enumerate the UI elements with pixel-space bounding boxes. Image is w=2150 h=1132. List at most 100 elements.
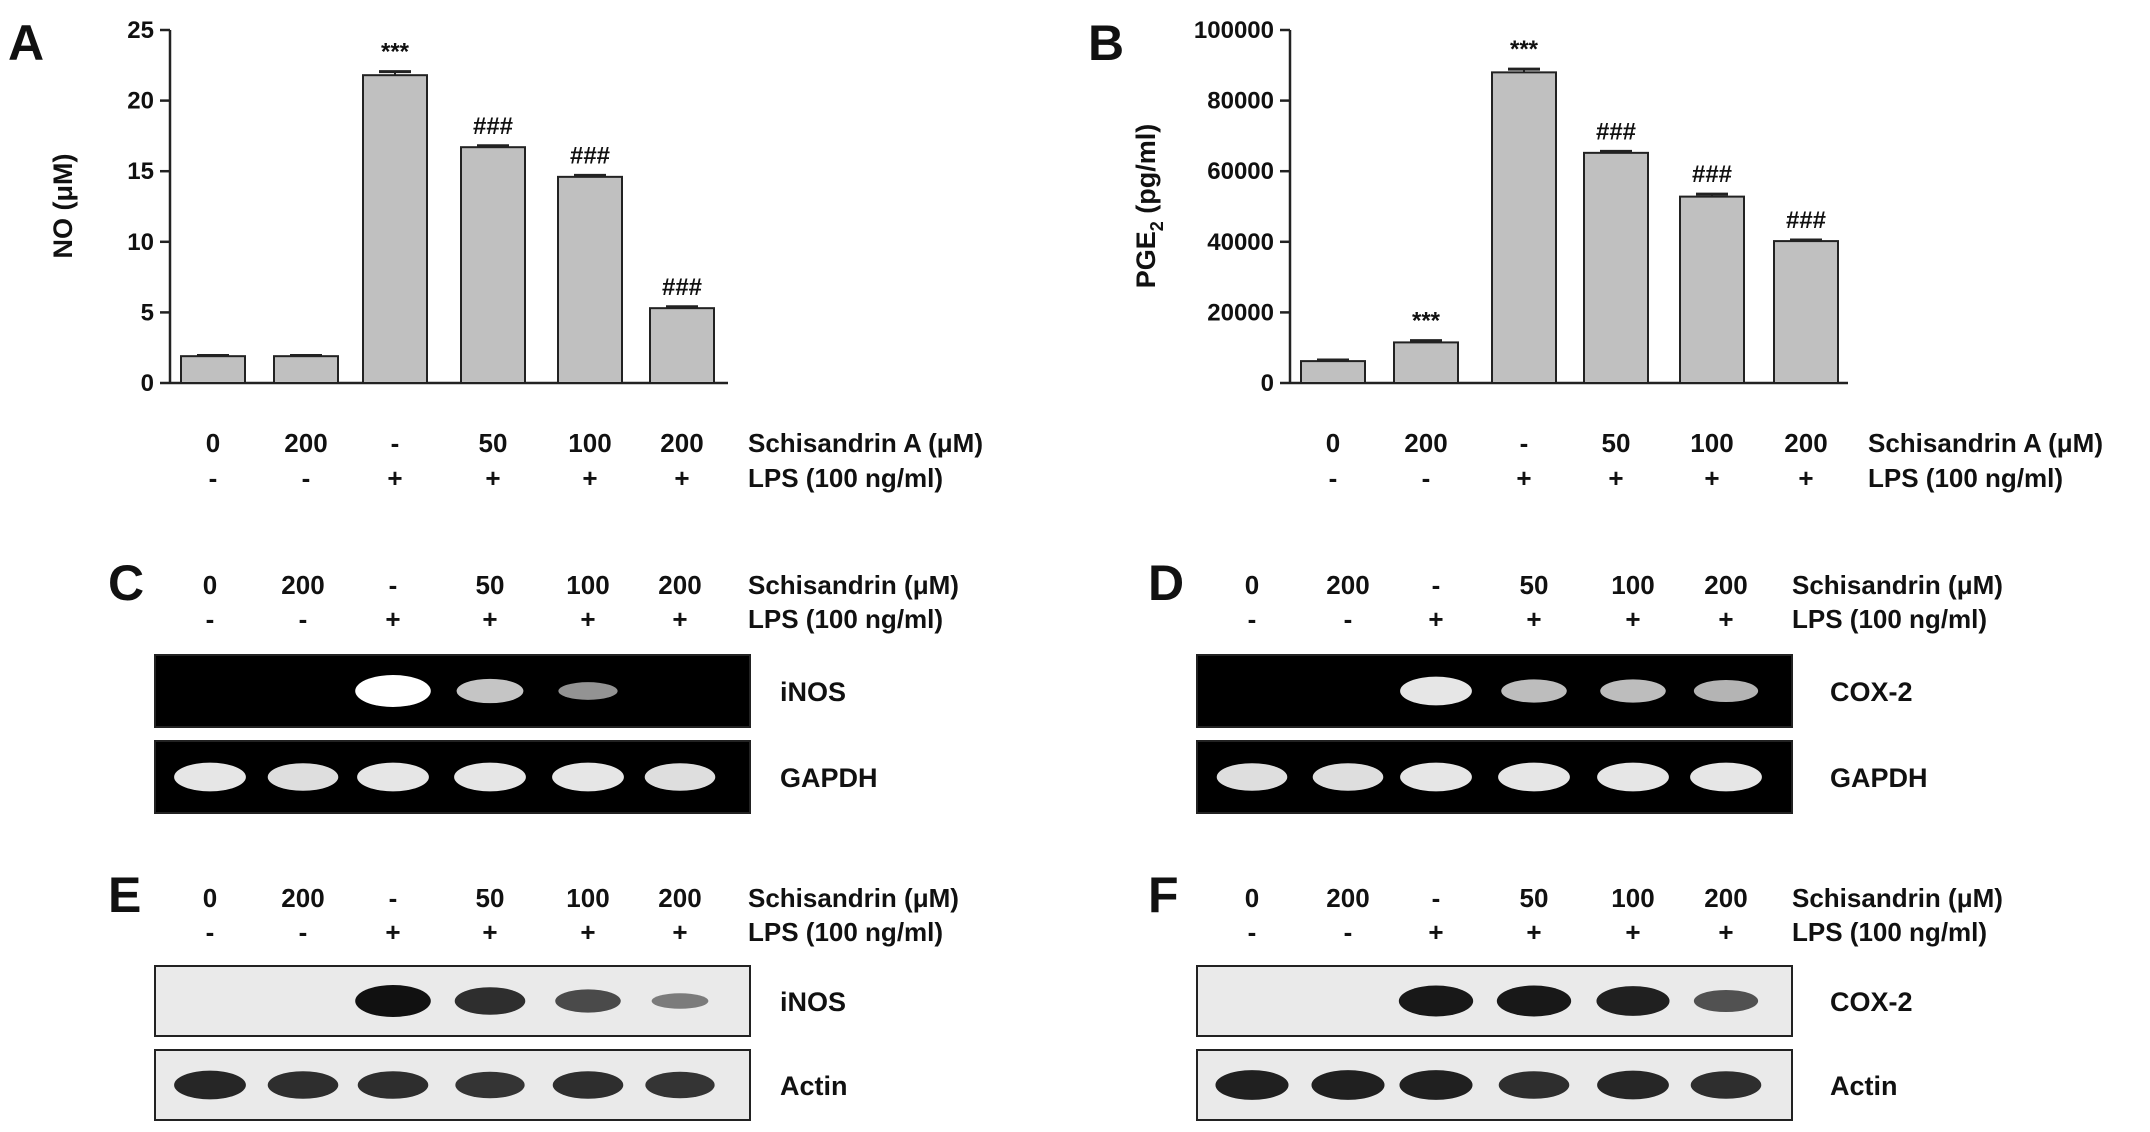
blot-e-band [645,1071,715,1099]
chart-a-y-tick-label: 20 [127,88,154,115]
chart-b-lps-sign: + [1516,463,1531,493]
chart-b-y-tick-label: 100000 [1194,17,1274,44]
chart-a-y-tick-label: 25 [127,17,154,44]
blot-d-lps-sign: + [1428,604,1443,634]
blot-d-band [1216,763,1288,791]
chart-b-significance-label: *** [1510,36,1539,63]
blot-d-band [1501,679,1567,703]
chart-b-lps-sign: - [1422,463,1431,493]
chart-b-dose-label: 200 [1784,428,1827,458]
blot-c-band [456,678,524,704]
blot-d-dose-label: - [1432,570,1441,600]
chart-b-lps-sign: - [1329,463,1338,493]
chart-b-y-label-unit: (pg/ml) [1131,124,1161,221]
blot-f-dose-label: - [1432,883,1441,913]
blot-c-strip [154,654,751,728]
blot-d-band [1693,679,1759,703]
blot-f-schisandrin-row-label: Schisandrin (μM) [1792,883,2003,913]
blot-c-dose-label: 100 [566,570,609,600]
chart-a-significance-label: ### [570,142,610,169]
blot-d-dose-label: 200 [1326,570,1369,600]
blot-c-lps-row-label: LPS (100 ng/ml) [748,604,943,634]
chart-a-y-tick-label: 10 [127,229,154,256]
chart-a-bar [180,355,246,384]
blot-c-schisandrin-row-label: Schisandrin (μM) [748,570,959,600]
blot-f-dose-label: 50 [1520,883,1549,913]
chart-b-significance-label: *** [1412,308,1441,335]
blot-f-band [1311,1070,1385,1100]
blot-e-dose-label: 200 [658,883,701,913]
blot-e-dose-label: 100 [566,883,609,913]
blot-c-band-label: iNOS [780,677,846,707]
chart-b-y-tick-label: 0 [1261,370,1274,397]
blot-c-dose-label: - [389,570,398,600]
panel-letter-e: E [108,867,141,923]
chart-b-y-axis-label: PGE2 (pg/ml) [1131,124,1167,289]
blot-f-dose-label: 200 [1326,883,1369,913]
blot-e-schisandrin-row-label: Schisandrin (μM) [748,883,959,913]
blot-c-dose-label: 50 [476,570,505,600]
blot-d-lps-sign: + [1718,604,1733,634]
blot-panels: iNOS GAPDH COX-2 GAPDH iNOS Actin COX-2 Actin [154,654,1928,1121]
blot-d-strip [1196,654,1793,728]
chart-b-significance-label: ### [1786,207,1826,234]
chart-b-y-tick-label: 80000 [1207,88,1274,115]
blot-d-lps-sign: - [1344,604,1353,634]
blot-d-band [1690,762,1762,792]
chart-a-y-tick-label: 15 [127,158,154,185]
chart-a-lps-sign: + [582,463,597,493]
chart-a-lps-sign: + [387,463,402,493]
blot-c-lps-sign: + [672,604,687,634]
blot-f-dose-label: 200 [1704,883,1747,913]
blot-f-lps-row-label: LPS (100 ng/ml) [1792,917,1987,947]
panel-letter-b: B [1088,15,1124,71]
chart-a-bar [362,74,428,385]
blot-c-band [558,682,618,700]
blot-f-dose-label: 0 [1245,883,1259,913]
chart-a-lps-sign: - [302,463,311,493]
chart-b-significance-label: ### [1692,161,1732,188]
blot-e-lps-sign: + [482,917,497,947]
blot-d-band [1600,679,1666,703]
blot-d-lps-sign: + [1526,604,1541,634]
chart-b-bar [1300,360,1366,385]
blot-f-strip [1196,965,1793,1037]
chart-b-y-label-main: PGE [1131,231,1161,288]
blot-e-dose-label: 0 [203,883,217,913]
chart-a-lps-sign: + [674,463,689,493]
chart-b-bar [1491,71,1557,385]
chart-b-significance-label: ### [1596,118,1636,145]
blot-c-lps-sign: - [299,604,308,634]
blot-d-band-label: GAPDH [1830,763,1928,793]
chart-b-y-tick-label: 60000 [1207,158,1274,185]
blot-f-band [1215,1070,1289,1100]
blot-f-band [1690,1071,1762,1099]
blot-d-lps-sign: - [1248,604,1257,634]
chart-b-bar [1393,341,1459,384]
blot-d-band [1597,762,1669,792]
chart-a-lps-row-label: LPS (100 ng/ml) [748,463,943,493]
chart-b-bar [1679,195,1745,384]
blot-c-band [174,762,246,792]
blot-e-lps-sign: + [580,917,595,947]
blot-f-band [1398,985,1474,1017]
chart-b: 0 20000 40000 60000 80000 100000 *** *** ### ### #… [1194,17,1848,397]
blot-f-band [1693,989,1759,1013]
panel-letter-c: C [108,555,144,611]
blot-c-dose-label: 200 [281,570,324,600]
blot-f-band [1399,1070,1473,1100]
blot-d-band [1498,762,1570,792]
chart-b-lps-sign: + [1704,463,1719,493]
blot-d-band [1400,676,1472,706]
blot-d-schisandrin-row-label: Schisandrin (μM) [1792,570,2003,600]
blot-f-band-label: COX-2 [1830,987,1913,1017]
blot-e-lps-sign: + [672,917,687,947]
blot-f-band [1496,985,1572,1017]
chart-a-y-tick-label: 0 [141,370,154,397]
chart-a-bar [557,175,623,384]
chart-b-dose-label: 50 [1602,428,1631,458]
blot-d-band [1312,763,1384,791]
blot-e-band [355,985,431,1017]
chart-b-dose-label: 100 [1690,428,1733,458]
blot-e-band [174,1070,246,1100]
